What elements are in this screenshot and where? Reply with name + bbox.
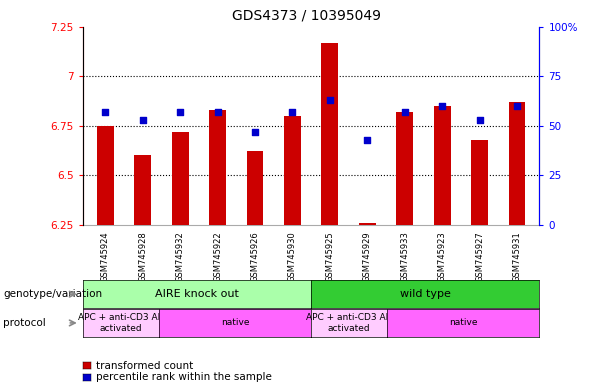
Point (250, 129, 260, 135)
Point (437, 103, 447, 109)
Text: protocol: protocol (3, 318, 46, 328)
Text: native: native (221, 318, 249, 328)
Bar (433, 106, 451, 225)
Text: genotype/variation: genotype/variation (3, 289, 102, 299)
Point (101, 109, 110, 115)
Point (175, 109, 185, 115)
Text: AIRE knock out: AIRE knock out (155, 289, 239, 299)
Text: transformed count: transformed count (96, 361, 193, 371)
Bar (509, 102, 525, 225)
Bar (359, 223, 376, 225)
Text: APC + anti-CD3 Ab
activated: APC + anti-CD3 Ab activated (306, 313, 392, 333)
Point (400, 109, 409, 115)
Point (474, 117, 484, 123)
Point (512, 103, 522, 109)
Text: wild type: wild type (400, 289, 451, 299)
Bar (284, 116, 301, 225)
Bar (396, 112, 413, 225)
Bar (209, 110, 226, 225)
Bar (246, 151, 264, 225)
Point (362, 137, 372, 143)
Text: percentile rank within the sample: percentile rank within the sample (96, 372, 272, 382)
Bar (172, 132, 189, 225)
Point (287, 109, 297, 115)
Point (138, 117, 148, 123)
Text: native: native (449, 318, 478, 328)
Point (325, 97, 335, 103)
Bar (471, 140, 488, 225)
Text: APC + anti-CD3 Ab
activated: APC + anti-CD3 Ab activated (78, 313, 164, 333)
Bar (321, 43, 338, 225)
Bar (134, 156, 151, 225)
Bar (97, 126, 113, 225)
Point (213, 109, 223, 115)
Text: GDS4373 / 10395049: GDS4373 / 10395049 (232, 8, 381, 22)
